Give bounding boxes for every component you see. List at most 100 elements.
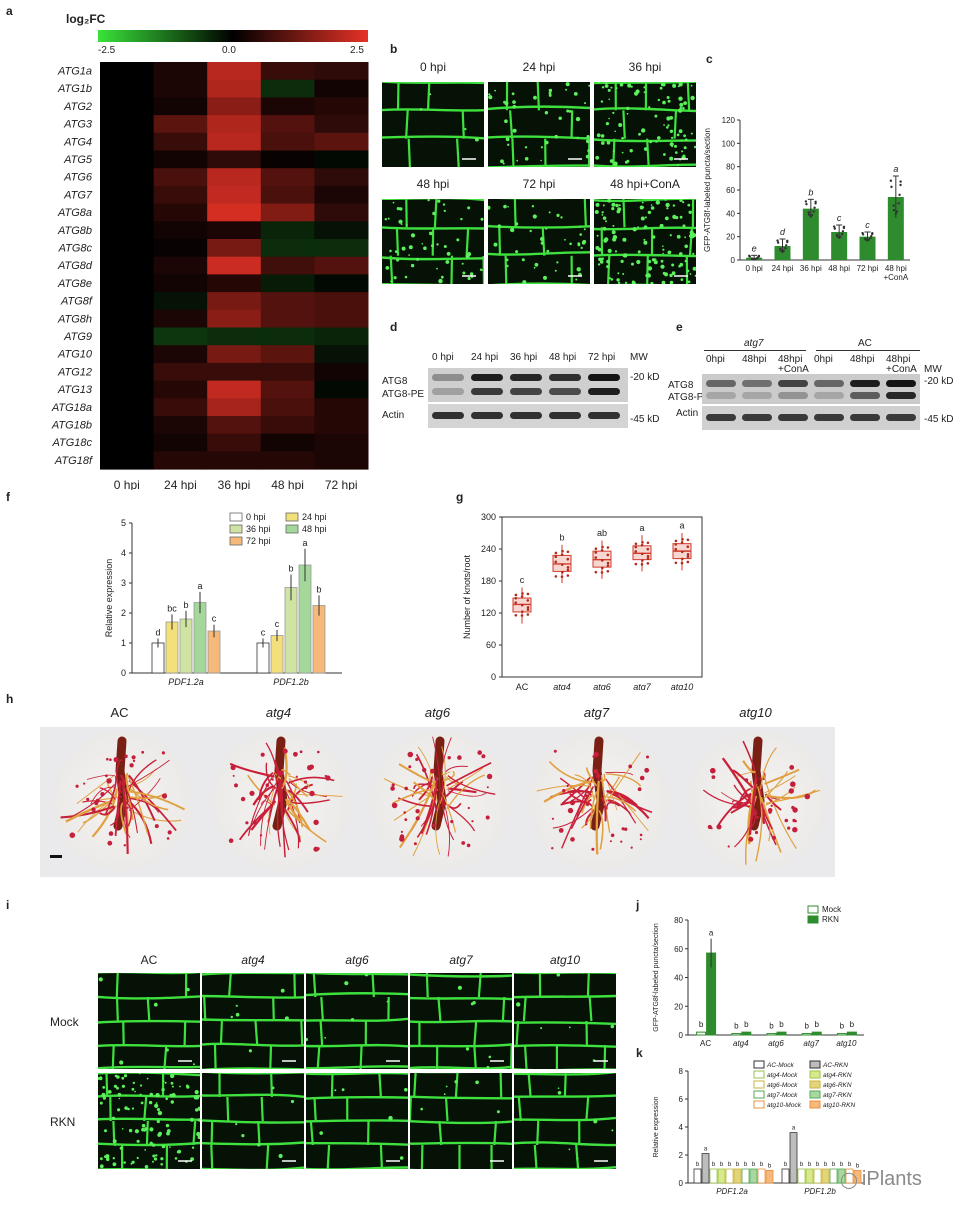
heatmap-cell — [207, 451, 262, 470]
actin-band — [742, 414, 772, 421]
panel-label-f: f — [6, 490, 10, 504]
significance-letter: b — [814, 1020, 819, 1029]
heatmap-cell — [314, 345, 369, 364]
heatmap-cell — [314, 451, 369, 470]
actin-band — [432, 412, 464, 419]
significance-letter: b — [699, 1020, 704, 1029]
bar — [789, 1132, 798, 1184]
x-tick-label: PDF1.2a — [716, 1187, 748, 1196]
heatmap-cell — [207, 203, 262, 222]
heatmap-cell — [314, 274, 369, 293]
heatmap-cell — [207, 221, 262, 240]
bar — [749, 1168, 758, 1184]
y-tick-label: 180 — [481, 576, 496, 586]
legend-label: atg6-Mock — [767, 1082, 798, 1089]
confocal-micrograph — [410, 973, 512, 1069]
heatmap-cell — [100, 115, 155, 134]
x-tick-label: 24 hpi — [772, 264, 794, 273]
heatmap-row-label: ATG18a — [51, 402, 92, 414]
lane-label: 24 hpi — [471, 352, 499, 363]
y-tick-label: 2 — [679, 1151, 684, 1160]
bar-chart-j: 0 20 40 60 80 GFP-ATG8f-labeled puncta/sectio… — [653, 905, 864, 1048]
petri-dish-root — [529, 731, 669, 871]
wechat-icon: ◯ — [840, 1172, 858, 1189]
root-photo-label: atg10 — [739, 705, 772, 720]
heatmap-row-label: ATG5 — [63, 154, 93, 166]
x-tick-label: PDF1.2b — [804, 1187, 836, 1196]
heatmap-cell — [207, 433, 262, 452]
bar — [837, 1168, 846, 1184]
marker-45-e: -45 kD — [924, 414, 954, 425]
heatmap-row-label: ATG2 — [63, 101, 92, 113]
bar — [853, 1170, 862, 1184]
heatmap-cell — [153, 362, 208, 382]
bar — [836, 1033, 847, 1036]
watermark: ◯ iPlants — [840, 1168, 922, 1190]
bar — [741, 1031, 752, 1036]
heatmap-chart: ATG1a ATG1b ATG2 ATG3 ATG4 ATG5 ATG6 ATG7 ATG8a A… — [51, 62, 369, 490]
confocal-micrograph — [98, 1073, 200, 1169]
lane-label: 48hpi — [778, 354, 803, 365]
heatmap-cell — [153, 97, 208, 116]
protein-band — [549, 388, 581, 395]
y-tick-label: 20 — [726, 233, 735, 242]
panel-label-e: e — [676, 320, 683, 334]
heatmap-cell — [314, 203, 369, 222]
heatmap-cell — [153, 398, 208, 417]
significance-letter: a — [709, 929, 714, 938]
heatmap-row-label: ATG12 — [57, 366, 92, 378]
bar — [701, 1153, 710, 1184]
y-tick-label: 0 — [731, 256, 736, 265]
significance-letter: b — [848, 1162, 852, 1168]
significance-letter: b — [784, 1162, 788, 1168]
y-tick-label: 4 — [121, 548, 126, 558]
protein-band — [814, 392, 844, 399]
significance-letter: b — [816, 1162, 820, 1168]
heatmap-cell — [100, 274, 155, 293]
heatmap-cell — [314, 62, 369, 81]
y-tick-label: 120 — [722, 116, 736, 125]
heatmap-cell — [314, 221, 369, 240]
significance-letter: c — [212, 614, 217, 624]
panel-label-d: d — [390, 320, 398, 334]
significance-letter: a — [197, 581, 202, 591]
heatmap-row-label: ATG1b — [57, 83, 92, 95]
y-tick-label: 40 — [674, 974, 683, 983]
actin-band — [471, 412, 503, 419]
actin-band — [588, 412, 620, 419]
heatmap-cell — [153, 168, 208, 187]
y-tick-label: 80 — [674, 916, 683, 925]
bar — [165, 621, 179, 674]
actin-band — [886, 414, 916, 421]
colorbar-tick-low: -2.5 — [98, 45, 116, 56]
protein-band — [432, 374, 464, 381]
micrograph-label: 0 hpi — [419, 60, 447, 74]
legend-label: atg10-RKN — [823, 1102, 855, 1109]
heatmap-cell — [153, 433, 208, 452]
confocal-micrograph — [410, 1073, 512, 1169]
heatmap-cell — [314, 416, 369, 435]
heatmap-cell — [314, 433, 369, 452]
protein-band — [471, 374, 503, 381]
petri-dish-root — [211, 731, 351, 871]
heatmap-cell — [153, 292, 208, 311]
legend-label: atg10-Mock — [767, 1102, 802, 1109]
significance-letter: a — [792, 1126, 796, 1132]
heatmap-cell — [100, 185, 155, 205]
significance-letter: c — [261, 628, 266, 638]
y-tick-label: 0 — [679, 1031, 684, 1040]
marker-20-d: -20 kD — [630, 372, 660, 383]
significance-letter: b — [769, 1022, 774, 1031]
bar — [797, 1168, 806, 1184]
micrograph-grid-i: AC atg4 atg6 atg7 atg10 Mock RKN — [40, 945, 616, 1185]
heatmap-cell — [207, 362, 262, 382]
heatmap-row-label: ATG8a — [57, 207, 92, 219]
micrograph-label: 48 hpi — [416, 177, 450, 191]
legend-label: 0 hpi — [246, 512, 266, 522]
heatmap-row-label: ATG8b — [57, 225, 92, 237]
heatmap-cell — [260, 239, 315, 258]
lane-label: 48hpi — [850, 354, 875, 365]
heatmap-cell — [207, 380, 262, 399]
heatmap-cell — [207, 150, 262, 169]
x-tick-label: 0 hpi — [745, 264, 763, 273]
